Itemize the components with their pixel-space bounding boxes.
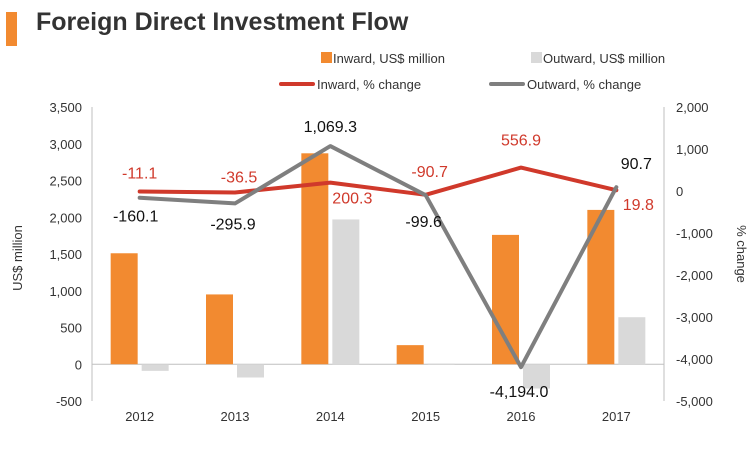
data-label-inward-change: -36.5	[221, 170, 258, 187]
y-right-tick-label: -1,000	[676, 226, 713, 241]
x-tick-label: 2016	[507, 409, 536, 424]
y-left-tick-label: 1,000	[49, 284, 82, 299]
data-label-inward-change: -90.7	[411, 164, 448, 181]
bar-outward	[237, 364, 264, 378]
chart-title: Foreign Direct Investment Flow	[36, 8, 409, 36]
data-label-inward-change: 556.9	[501, 133, 541, 150]
data-label-inward-change: -11.1	[122, 165, 157, 182]
bar-outward	[427, 363, 455, 365]
data-label-inward-change: 19.8	[623, 197, 654, 214]
bar-outward	[618, 317, 646, 365]
bar-inward	[301, 153, 329, 365]
legend-label-0: Inward, US$ million	[333, 51, 445, 66]
y-left-tick-label: 2,000	[49, 210, 82, 225]
y-left-tick-label: 3,000	[49, 137, 82, 152]
y-right-tick-label: 1,000	[676, 142, 709, 157]
y-right-axis-title: % change	[734, 225, 749, 283]
y-left-axis-title: US$ million	[10, 225, 25, 291]
y-left-tick-label: 3,500	[49, 100, 82, 115]
y-left-tick-label: 500	[60, 321, 82, 336]
x-tick-label: 2013	[221, 409, 250, 424]
line-inward-change	[137, 165, 619, 197]
data-label-outward-change: -295.9	[210, 216, 255, 233]
data-label-outward-change: 90.7	[621, 156, 652, 173]
y-right-tick-label: -2,000	[676, 268, 713, 283]
data-label-inward-change: 200.3	[332, 191, 372, 208]
data-label-outward-change: -99.6	[405, 214, 442, 231]
y-left-tick-label: -500	[56, 394, 82, 409]
legend-swatch-1	[531, 52, 542, 63]
legend-label-1: Outward, US$ million	[543, 51, 665, 66]
y-left-tick-label: 2,500	[49, 174, 82, 189]
y-left-tick-label: 0	[75, 357, 82, 372]
y-left-tick-label: 1,500	[49, 247, 82, 262]
title-accent-bar	[6, 12, 17, 46]
bar-outward	[523, 364, 550, 389]
legend-label-3: Outward, % change	[527, 77, 641, 92]
x-tick-label: 2012	[125, 409, 154, 424]
y-right-tick-label: -4,000	[676, 352, 713, 367]
bar-inward	[206, 294, 233, 365]
x-tick-label: 2014	[316, 409, 345, 424]
legend-label-2: Inward, % change	[317, 77, 421, 92]
bar-inward	[396, 345, 424, 365]
line-outward-change	[137, 144, 619, 370]
data-label-outward-change: -160.1	[113, 209, 158, 226]
bar-outward	[141, 364, 169, 371]
y-right-tick-label: -5,000	[676, 394, 713, 409]
y-right-tick-label: -3,000	[676, 310, 713, 325]
x-tick-label: 2015	[411, 409, 440, 424]
bar-outward	[332, 219, 360, 365]
y-right-tick-label: 2,000	[676, 100, 709, 115]
y-right-tick-label: 0	[676, 184, 683, 199]
data-label-outward-change: -4,194.0	[490, 384, 549, 401]
legend-swatch-0	[321, 52, 332, 63]
bar-inward	[110, 253, 138, 365]
x-tick-label: 2017	[602, 409, 631, 424]
bar-inward	[492, 234, 519, 365]
data-label-outward-change: 1,069.3	[304, 119, 357, 136]
